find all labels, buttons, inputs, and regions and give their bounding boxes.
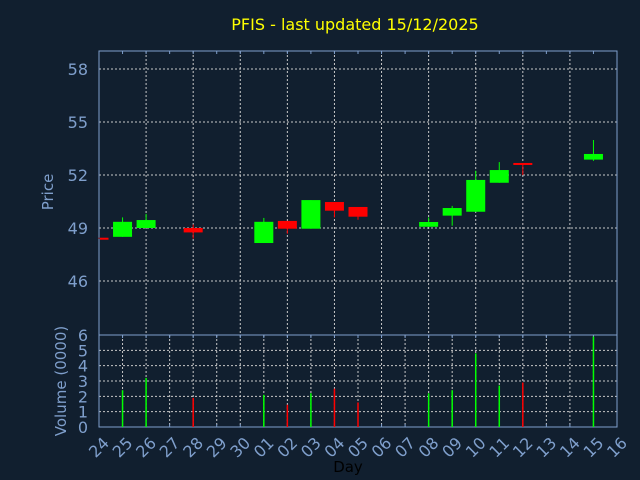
price-tick-label: 46	[68, 272, 88, 291]
price-tick-label: 58	[68, 60, 88, 79]
volume-tick-label: 2	[78, 387, 88, 406]
candle-body	[254, 221, 274, 244]
volume-tick-label: 3	[78, 372, 88, 391]
candle-body	[513, 162, 533, 165]
price-axis-label: Price	[39, 174, 57, 211]
candle-body	[419, 221, 439, 227]
price-panel-frame	[98, 50, 618, 336]
candle-body	[183, 228, 203, 233]
volume-axis-label: Volume (0000)	[52, 326, 70, 436]
candle-body	[301, 200, 321, 229]
price-tick-label: 49	[68, 219, 88, 238]
volume-tick-label: 1	[78, 403, 88, 422]
price-tick-label: 55	[68, 113, 88, 132]
candle-body	[583, 153, 603, 160]
x-tick-label: 16	[603, 433, 631, 461]
candle-body	[466, 179, 486, 212]
candle-body	[113, 221, 133, 237]
volume-tick-label: 6	[78, 326, 88, 345]
candle-body	[324, 202, 344, 211]
chart-title: PFIS - last updated 15/12/2025	[231, 15, 478, 34]
price-tick-label: 52	[68, 166, 88, 185]
candle-body	[277, 220, 297, 229]
volume-tick-label: 4	[78, 357, 88, 376]
x-axis-label: Day	[333, 458, 363, 476]
candle-body	[136, 220, 156, 228]
candle-body	[100, 237, 109, 240]
volume-tick-label: 0	[78, 418, 88, 437]
candle-body	[442, 208, 462, 216]
candle-body	[489, 170, 509, 183]
volume-tick-label: 5	[78, 341, 88, 360]
candle-body	[348, 206, 368, 217]
